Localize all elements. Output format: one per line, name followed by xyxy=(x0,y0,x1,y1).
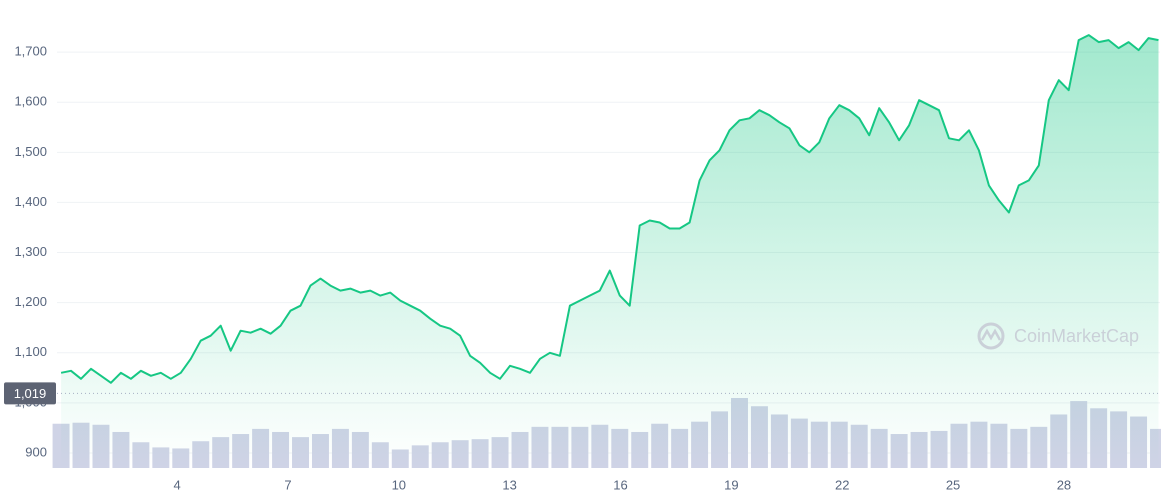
x-tick-label: 16 xyxy=(613,477,627,492)
x-tick-label: 28 xyxy=(1057,477,1071,492)
reference-label: 1,019 xyxy=(14,386,47,401)
watermark-text: CoinMarketCap xyxy=(1014,326,1139,346)
y-tick-label: 1,500 xyxy=(14,144,47,159)
y-tick-label: 1,200 xyxy=(14,294,47,309)
x-tick-label: 19 xyxy=(724,477,738,492)
x-tick-label: 4 xyxy=(173,477,180,492)
y-tick-label: 1,600 xyxy=(14,94,47,109)
watermark: CoinMarketCap xyxy=(977,322,1139,350)
x-tick-label: 7 xyxy=(284,477,291,492)
x-tick-label: 10 xyxy=(392,477,406,492)
y-tick-label: 900 xyxy=(25,444,47,459)
x-tick-label: 25 xyxy=(946,477,960,492)
y-tick-label: 1,300 xyxy=(14,244,47,259)
reference-badge xyxy=(4,382,56,405)
y-tick-label: 1,100 xyxy=(14,344,47,359)
price-area xyxy=(61,35,1159,468)
y-tick-label: 1,700 xyxy=(14,44,47,59)
x-tick-label: 13 xyxy=(502,477,516,492)
price-line xyxy=(60,34,1159,384)
x-tick-label: 22 xyxy=(835,477,849,492)
y-tick-label: 1,400 xyxy=(14,194,47,209)
